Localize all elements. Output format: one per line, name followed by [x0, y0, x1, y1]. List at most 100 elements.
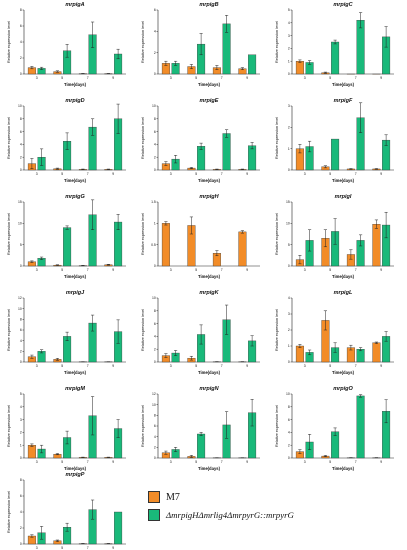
error-bar — [39, 349, 44, 354]
y-tick-label: 6 — [20, 328, 22, 332]
error-bar — [298, 144, 302, 154]
y-tick-label: 0 — [20, 264, 22, 268]
chart-title: mrpigF — [334, 98, 353, 104]
x-tick-label: 9 — [246, 460, 248, 464]
y-tick-label: 8 — [154, 309, 156, 313]
x-tick-label: 7 — [87, 364, 89, 368]
error-bar — [250, 335, 254, 347]
error-bar — [81, 456, 85, 458]
x-tick-label: 7 — [221, 460, 223, 464]
error-bar — [323, 455, 328, 457]
chart-panel-mrpigm: mrpigM Relative expression level 0 1 2 3 4 5 3 5 7… — [7, 386, 126, 471]
y-tick-label: 6 — [154, 130, 156, 134]
error-bar — [106, 456, 111, 458]
bar-mutant — [356, 349, 365, 363]
error-bar — [90, 199, 95, 230]
error-bar — [250, 142, 254, 150]
x-tick-label: 7 — [355, 460, 357, 464]
error-bar — [215, 250, 219, 257]
x-axis-label: Time(days) — [332, 82, 355, 87]
y-tick-label: 8 — [20, 8, 22, 12]
error-bar — [65, 331, 69, 341]
y-tick-label: 2 — [288, 443, 290, 447]
error-bar — [224, 15, 229, 33]
y-tick-label: 2 — [154, 347, 156, 351]
bar-m7 — [372, 342, 381, 363]
error-bar — [39, 526, 44, 540]
error-bar — [250, 399, 254, 427]
error-bar — [215, 168, 219, 170]
x-tick-label: 3 — [36, 364, 38, 368]
y-tick-label: 1 — [288, 147, 290, 151]
y-axis-label: Relative expression level — [141, 117, 145, 159]
chart-title: mrpigD — [65, 98, 84, 104]
legend-label-m7: M7 — [166, 491, 180, 503]
error-bar — [65, 522, 69, 532]
error-bar — [333, 342, 337, 353]
error-bar — [65, 430, 69, 445]
error-bar — [55, 453, 60, 456]
x-tick-label: 5 — [329, 172, 331, 176]
error-bar — [199, 33, 203, 56]
y-tick-label: 15 — [286, 200, 290, 204]
error-bar — [298, 344, 302, 348]
x-axis-label: Time(days) — [64, 178, 87, 183]
error-bar — [349, 249, 353, 260]
error-bar — [358, 12, 363, 29]
error-bar — [333, 427, 337, 436]
x-axis-label: Time(days) — [198, 178, 221, 183]
y-tick-label: 0 — [20, 456, 22, 460]
error-bar — [173, 350, 178, 356]
y-tick-label: 0 — [288, 72, 290, 76]
y-tick-label: 0 — [20, 168, 22, 172]
y-axis-label: Relative expression level — [141, 213, 145, 255]
x-tick-label: 3 — [304, 172, 306, 176]
x-tick-label: 3 — [304, 268, 306, 272]
x-tick-label: 7 — [221, 172, 223, 176]
y-tick-label: 1.5 — [151, 200, 156, 204]
error-bar — [65, 132, 69, 150]
y-tick-label: 0 — [288, 168, 290, 172]
chart-panel-mrpigj: mrpigJ Relative expression level 0 2 4 6 8 10 12… — [7, 290, 126, 375]
error-bar — [307, 60, 312, 65]
error-bar — [90, 396, 95, 436]
error-bar — [358, 394, 363, 398]
y-tick-label: 12 — [18, 296, 22, 300]
y-tick-label: 6 — [288, 418, 290, 422]
legend-item-m7: M7 — [148, 490, 180, 504]
x-tick-label: 3 — [36, 268, 38, 272]
error-bar — [164, 60, 168, 66]
x-tick-label: 3 — [304, 460, 306, 464]
y-tick-label: 1 — [154, 222, 156, 226]
x-tick-label: 5 — [195, 76, 197, 80]
bar-mutant — [114, 511, 123, 545]
y-tick-label: 6 — [20, 130, 22, 134]
y-tick-label: 4 — [154, 435, 156, 439]
legend-item-mutant: ΔmrpigHΔmrlig4ΔmrpyrG::mrpyrG — [148, 508, 294, 522]
error-bar — [164, 450, 168, 455]
error-bar — [90, 314, 95, 332]
y-tick-label: 0 — [20, 72, 22, 76]
x-tick-label: 5 — [329, 76, 331, 80]
y-tick-label: 8 — [20, 318, 22, 322]
y-axis-label: Relative expression level — [275, 117, 279, 159]
error-bar — [384, 331, 388, 342]
chart-title: mrpigP — [66, 472, 85, 478]
x-tick-label: 9 — [112, 76, 114, 80]
x-tick-label: 5 — [61, 76, 63, 80]
error-bar — [240, 67, 245, 70]
y-tick-label: 10 — [18, 307, 22, 311]
error-bar — [240, 230, 245, 234]
error-bar — [189, 216, 194, 235]
y-tick-label: 3 — [288, 34, 290, 38]
error-bar — [116, 48, 120, 60]
error-bar — [90, 499, 95, 520]
x-tick-label: 9 — [246, 364, 248, 368]
chart-title: mrpigG — [65, 194, 85, 200]
x-tick-label: 3 — [170, 76, 172, 80]
x-tick-label: 9 — [380, 76, 382, 80]
error-bar — [30, 66, 34, 70]
y-tick-label: 4 — [20, 339, 22, 343]
x-tick-label: 5 — [329, 364, 331, 368]
x-tick-label: 9 — [246, 172, 248, 176]
